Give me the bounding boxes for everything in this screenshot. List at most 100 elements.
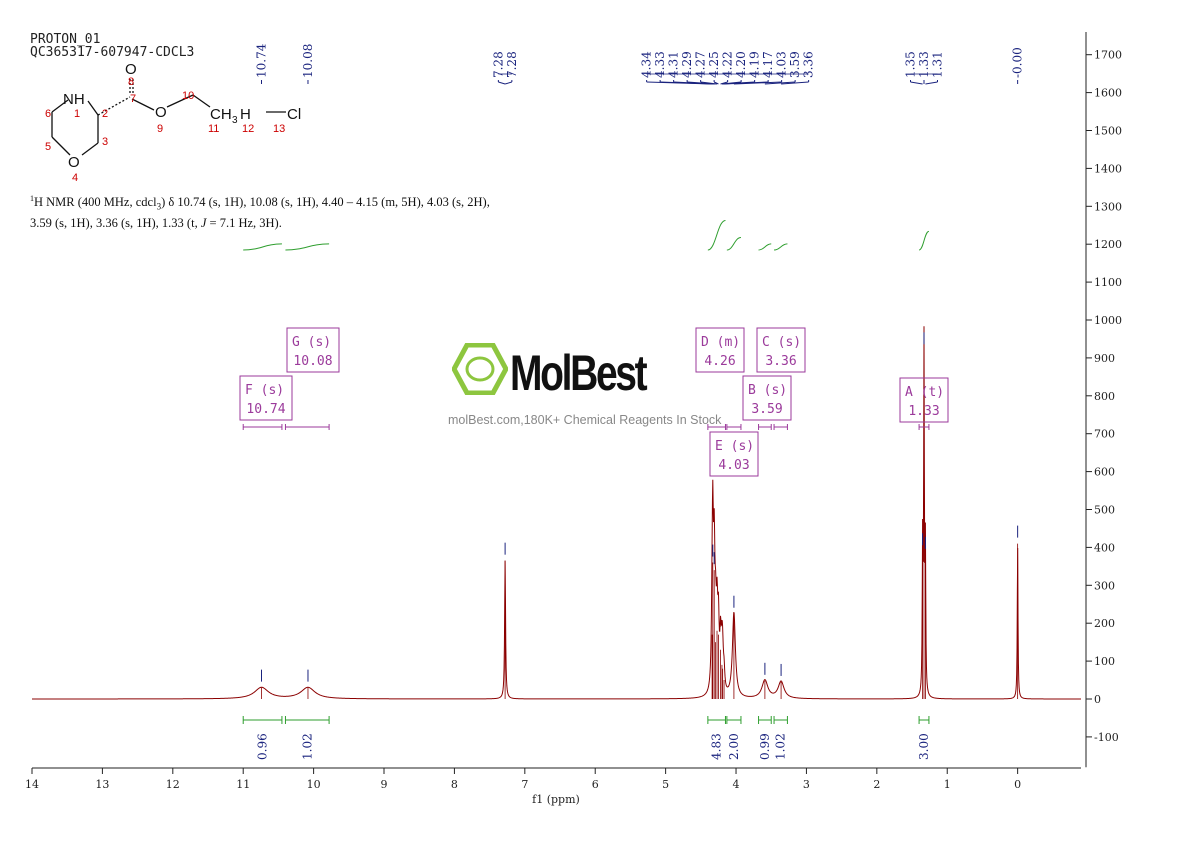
peak-label: 7.28 xyxy=(505,51,519,78)
y-tick-label: 1600 xyxy=(1094,87,1122,100)
y-tick-label: 600 xyxy=(1094,466,1115,479)
integral-value: 1.02 xyxy=(774,733,788,760)
x-tick-label: 13 xyxy=(95,778,109,791)
peak-label: -0.00 xyxy=(1011,47,1025,78)
peak-label: 3.36 xyxy=(802,51,816,78)
y-tick-label: 300 xyxy=(1094,579,1115,592)
coupling-j: J xyxy=(200,215,207,230)
summary-part-a: H NMR (400 MHz, cdcl xyxy=(34,195,157,210)
multiplet-label: C (s) xyxy=(762,335,801,350)
watermark-tagline: molBest.com,180K+ Chemical Reagents In S… xyxy=(448,413,722,427)
atom-number-2: 2 xyxy=(102,108,108,120)
summary-part-d: = 7.1 Hz, 3H). xyxy=(206,215,282,230)
atom-number-7: 7 xyxy=(130,93,136,105)
atom-number-11: 11 xyxy=(208,123,219,135)
multiplet-box xyxy=(742,375,792,421)
multiplet-box xyxy=(756,327,806,373)
peak-label: 7.28 xyxy=(491,51,505,78)
integral-curve xyxy=(773,243,788,251)
peak-label-connector xyxy=(925,81,938,85)
y-tick-label: 800 xyxy=(1094,390,1115,403)
integral-value: 4.83 xyxy=(710,733,724,760)
integral-curve xyxy=(243,243,282,251)
multiplet-shift: 4.26 xyxy=(704,354,735,369)
multiplet-box xyxy=(709,431,759,477)
y-tick-label: 200 xyxy=(1094,617,1115,630)
atom-number-1: 1 xyxy=(74,108,80,120)
x-axis-label: f1 (ppm) xyxy=(532,793,580,806)
peak-label: 10.08 xyxy=(301,44,315,78)
peak-label: 4.19 xyxy=(748,51,762,78)
x-tick-label: 5 xyxy=(662,778,669,791)
atom-number-6: 6 xyxy=(45,108,51,120)
multiplet-shift: 4.03 xyxy=(718,458,749,473)
atom-o-ester: O xyxy=(155,104,167,121)
x-tick-label: 6 xyxy=(592,778,599,791)
multiplet-shift: 3.59 xyxy=(751,402,782,417)
integral-curve xyxy=(918,230,930,251)
integral-value: 0.99 xyxy=(758,733,772,760)
multiplet-shift: 3.36 xyxy=(765,354,796,369)
atom-number-9: 9 xyxy=(157,123,163,135)
multiplet-box xyxy=(239,375,293,421)
peak-label-connector xyxy=(781,81,809,85)
y-tick-label: 1200 xyxy=(1094,238,1122,251)
y-tick-label: 1100 xyxy=(1094,276,1122,289)
y-tick-label: 100 xyxy=(1094,655,1115,668)
integral-curve xyxy=(726,236,742,251)
atom-number-3: 3 xyxy=(102,136,108,148)
y-tick-label: -100 xyxy=(1094,731,1119,744)
x-tick-label: 1 xyxy=(944,778,951,791)
peak-label-connector xyxy=(733,81,782,85)
peak-label-connector xyxy=(504,81,512,85)
x-tick-label: 10 xyxy=(307,778,321,791)
x-tick-label: 2 xyxy=(873,778,880,791)
peak-label: 1.31 xyxy=(931,51,945,78)
peak-label: 4.22 xyxy=(721,51,735,78)
y-tick-label: 1400 xyxy=(1094,162,1122,175)
y-tick-label: 500 xyxy=(1094,504,1115,517)
y-tick-label: 700 xyxy=(1094,428,1115,441)
atom-number-5: 5 xyxy=(45,141,51,153)
x-tick-label: 8 xyxy=(451,778,458,791)
y-tick-label: 0 xyxy=(1094,693,1101,706)
spectrum-trace xyxy=(32,326,1081,700)
atom-o-ring: O xyxy=(68,154,80,171)
multiplet-label: B (s) xyxy=(748,383,787,398)
atom-number-13: 13 xyxy=(273,123,285,135)
atom-nh: NH xyxy=(63,91,85,108)
peak-label: 3.59 xyxy=(788,51,802,78)
y-tick-label: 1000 xyxy=(1094,314,1122,327)
peak-label: 4.17 xyxy=(761,51,775,78)
multiplet-shift: 10.08 xyxy=(293,354,332,369)
peak-label: 4.33 xyxy=(653,51,667,78)
atom-cl: Cl xyxy=(287,106,301,123)
peak-label: 4.27 xyxy=(694,51,708,78)
multiplet-box xyxy=(695,327,745,373)
peak-label-connector xyxy=(498,81,506,85)
x-tick-label: 7 xyxy=(521,778,528,791)
y-tick-label: 1300 xyxy=(1094,200,1122,213)
atom-ch3: CH xyxy=(210,106,232,123)
summary-part-b: ) δ 10.74 (s, 1H), 10.08 (s, 1H), 4.40 –… xyxy=(161,195,490,210)
atom-ch3-subscript: 3 xyxy=(232,115,238,126)
multiplet-box xyxy=(286,327,340,373)
peak-label: 4.31 xyxy=(667,51,681,78)
multiplet-shift: 1.33 xyxy=(908,404,939,419)
peak-label-connector xyxy=(720,81,728,85)
peak-label-connector xyxy=(910,81,923,85)
molecule-structure: NH O O O CH 3 H Cl 1 2 3 4 5 6 7 8 9 10 … xyxy=(45,61,301,184)
x-tick-label: 9 xyxy=(381,778,388,791)
cdcl3-subscript: 3 xyxy=(156,201,162,212)
y-tick-label: 900 xyxy=(1094,352,1115,365)
atom-o-carbonyl: O xyxy=(125,61,137,78)
sample-id: QC365317-607947-CDCL3 xyxy=(30,45,195,60)
x-tick-label: 4 xyxy=(733,778,740,791)
y-tick-label: 1500 xyxy=(1094,125,1122,138)
x-tick-label: 12 xyxy=(166,778,180,791)
peak-label: 10.74 xyxy=(255,43,269,78)
nucleus-superscript: 1 xyxy=(30,194,34,203)
multiplet-label: F (s) xyxy=(245,383,284,398)
x-tick-label: 0 xyxy=(1014,778,1021,791)
